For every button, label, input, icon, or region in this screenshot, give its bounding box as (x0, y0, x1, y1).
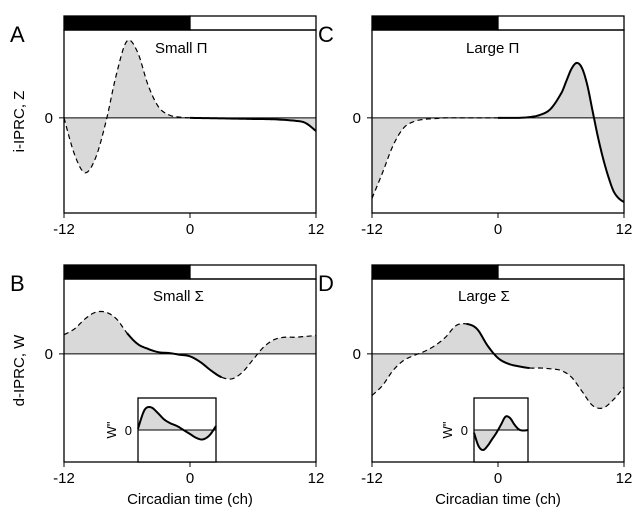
x-tick-label: -12 (53, 470, 75, 487)
light-phase-bar (189, 264, 317, 280)
dark-phase-bar (63, 15, 191, 31)
panel-letter: C (318, 22, 334, 47)
y-tick-label: 0 (353, 346, 361, 363)
x-tick-label: 0 (186, 470, 194, 487)
y-axis-label: d-IPRC, W (11, 334, 28, 407)
dark-phase-bar (63, 264, 191, 280)
area-fill (64, 311, 316, 380)
series-line-dashed (371, 117, 498, 199)
panel-c: 0 -12 0 12 C Large Π (318, 15, 633, 238)
inset-plot: 0 W" (440, 397, 529, 463)
panel-letter: B (10, 271, 25, 296)
panel-d: 0 -12 0 12 D Large Σ Circadian time (ch) 0 W" (318, 264, 633, 508)
x-tick-label: 0 (494, 221, 502, 238)
x-tick-label: -12 (361, 470, 383, 487)
y-tick-label: 0 (45, 346, 53, 363)
inset-area-fill (138, 407, 216, 440)
x-tick-label: 12 (308, 221, 325, 238)
inset-y-axis-label: W" (440, 421, 455, 438)
light-phase-bar (497, 15, 625, 31)
area-fill (372, 62, 624, 203)
series-line-solid (498, 61, 625, 203)
light-phase-bar (497, 264, 625, 280)
x-axis-label: Circadian time (ch) (127, 491, 253, 508)
series-line-dashed (63, 39, 191, 174)
x-tick-label: 12 (616, 470, 633, 487)
x-tick-label: 0 (494, 470, 502, 487)
inset-series-line (137, 406, 217, 441)
inset-series-line (473, 415, 529, 452)
dark-phase-bar (371, 264, 499, 280)
inset-plot: 0 W" (104, 397, 217, 463)
panel-b: 0 -12 0 12 B Small Σ d-IPRC, W Circadian time (… (10, 264, 325, 508)
series-line-solid (126, 332, 222, 379)
y-tick-label: 0 (353, 110, 361, 127)
inset-y-tick-label: 0 (125, 423, 132, 438)
series-line-dashed (221, 334, 317, 380)
series-line-dashed (63, 310, 128, 336)
inset-y-tick-label: 0 (461, 423, 468, 438)
dark-phase-bar (371, 15, 499, 31)
x-tick-label: -12 (53, 221, 75, 238)
x-axis-label: Circadian time (ch) (435, 491, 561, 508)
series-line-dashed (371, 323, 467, 396)
x-tick-label: 12 (616, 221, 633, 238)
panel-title: Small Π (155, 40, 208, 57)
inset-frame (137, 397, 217, 463)
area-fill (372, 323, 624, 409)
inset-y-axis-label: W" (104, 421, 119, 438)
panel-title: Small Σ (153, 288, 204, 305)
panel-letter: D (318, 271, 334, 296)
x-tick-label: 12 (308, 470, 325, 487)
x-tick-label: -12 (361, 221, 383, 238)
y-tick-label: 0 (45, 110, 53, 127)
series-line-solid (189, 116, 317, 132)
series-line-solid (466, 322, 530, 369)
series-line-dashed (529, 367, 625, 409)
light-phase-bar (189, 15, 317, 31)
panel-a: 0 -12 0 12 A Small Π i-IPRC, Z (10, 15, 325, 238)
panel-title: Large Σ (458, 288, 510, 305)
x-tick-label: 0 (186, 221, 194, 238)
inset-frame (473, 397, 529, 463)
y-axis-label: i-IPRC, Z (11, 91, 28, 153)
area-fill (64, 40, 316, 173)
inset-area-fill (474, 416, 528, 450)
panel-title: Large Π (466, 40, 519, 57)
panel-letter: A (10, 22, 25, 47)
